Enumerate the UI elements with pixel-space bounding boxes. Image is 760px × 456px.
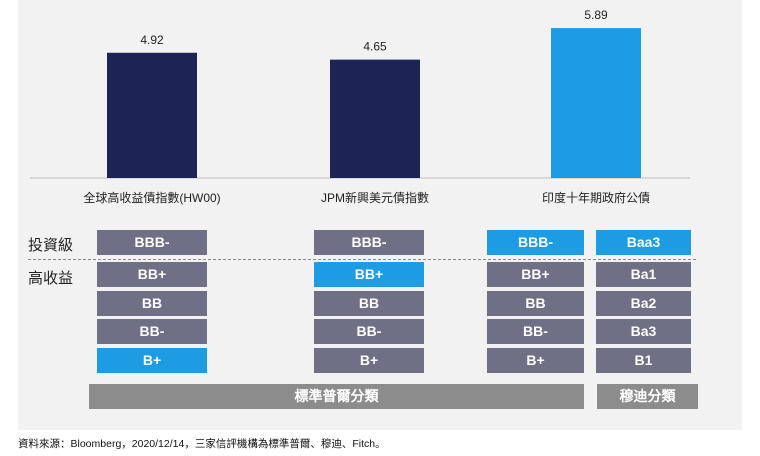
rating-box: Ba3 <box>596 319 691 344</box>
moodys-scale-bar: 穆迪分類 <box>597 384 698 409</box>
bar-chart: 4.92 全球高收益債指數(HW00) 4.65 JPM新興美元債指數 5.89 印度十年… <box>30 8 690 205</box>
source-footnote: 資料來源：Bloomberg，2020/12/14，三家信評機構為標準普爾、穆迪… <box>18 438 386 450</box>
rating-box: BB- <box>487 319 584 344</box>
rating-box: BB <box>487 291 584 316</box>
rating-box: B+ <box>314 348 424 373</box>
rating-box: BB <box>314 291 424 316</box>
rating-box: BB+ <box>314 262 424 287</box>
rating-box: Baa3 <box>596 230 691 255</box>
rating-box: B+ <box>97 348 207 373</box>
rating-box: Ba1 <box>596 262 691 287</box>
grade-divider <box>28 259 696 260</box>
rating-box: BB <box>97 291 207 316</box>
rating-box: BBB- <box>487 230 584 255</box>
rating-box: BBB- <box>97 230 207 255</box>
bar-2 <box>330 59 420 178</box>
sp-scale-bar: 標準普爾分類 <box>89 384 584 409</box>
rating-box: B1 <box>596 348 691 373</box>
category-label-3: 印度十年期政府公債 <box>542 190 650 205</box>
category-label-1: 全球高收益債指數(HW00) <box>83 190 220 205</box>
rating-box: BB+ <box>487 262 584 287</box>
rating-box: BBB- <box>314 230 424 255</box>
rating-box: BB- <box>97 319 207 344</box>
data-label-1: 4.92 <box>140 33 164 47</box>
row-label-investment-grade: 投資級 <box>28 237 74 254</box>
row-label-high-yield: 高收益 <box>28 270 74 287</box>
data-label-2: 4.65 <box>363 40 387 54</box>
category-label-2: JPM新興美元債指數 <box>321 190 429 205</box>
bar-1 <box>107 52 197 178</box>
rating-box: BB- <box>314 319 424 344</box>
rating-box: BB+ <box>97 262 207 287</box>
rating-box: Ba2 <box>596 291 691 316</box>
rating-box: B+ <box>487 348 584 373</box>
data-label-3: 5.89 <box>584 8 608 22</box>
bar-3 <box>551 28 641 179</box>
